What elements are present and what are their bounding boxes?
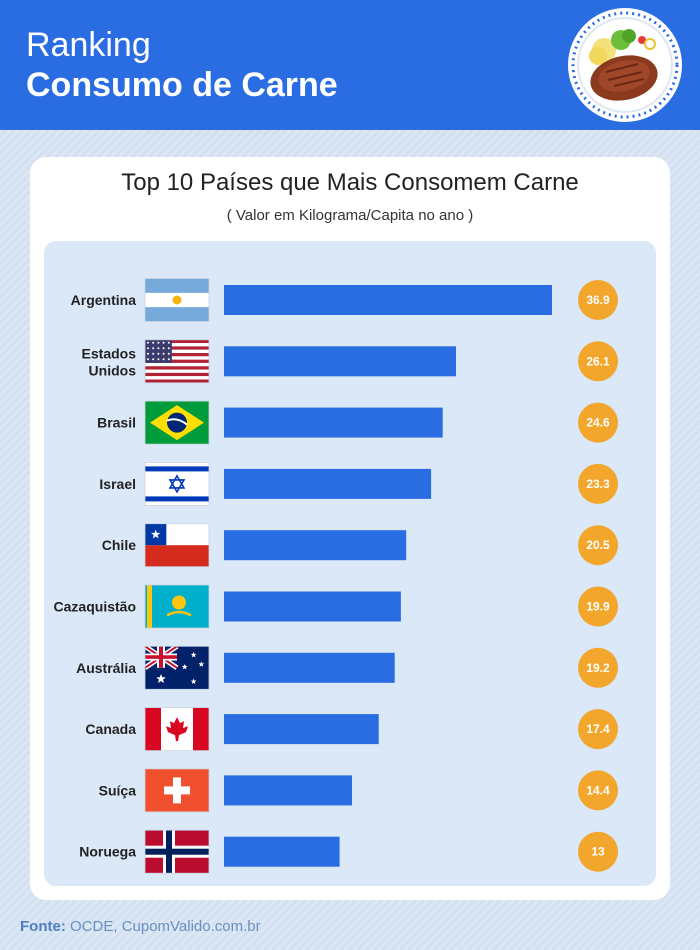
bar-row: Austrália 19.2 <box>76 645 618 690</box>
australia-flag-icon <box>144 645 210 690</box>
header-title-line2: Consumo de Carne <box>26 66 338 104</box>
value-label: 14.4 <box>586 783 610 797</box>
chart-card: Top 10 Países que Mais Consomem Carne ( … <box>30 157 670 900</box>
bar <box>224 652 395 683</box>
switzerland-flag-icon <box>144 768 210 813</box>
value-badge <box>578 341 618 382</box>
category-label: Canada <box>85 721 136 737</box>
source-label: Fonte: <box>20 918 66 935</box>
category-label: Noruega <box>79 844 136 860</box>
bar <box>224 836 340 867</box>
bar-row: Chile 20.5 <box>102 523 618 568</box>
value-badge <box>578 525 618 566</box>
value-label: 36.9 <box>586 293 610 307</box>
bar <box>224 407 443 438</box>
bar <box>224 591 401 622</box>
bar-row: Suíça 14.4 <box>99 768 618 813</box>
value-label: 13 <box>591 845 605 859</box>
bar <box>224 530 407 561</box>
bar-row: Argentina 36.9 <box>71 278 618 322</box>
value-label: 23.3 <box>586 477 610 491</box>
bar-row: Estados Unidos 26.1 <box>82 339 618 384</box>
category-label: Austrália <box>76 660 136 676</box>
value-label: 24.6 <box>586 416 610 430</box>
bar-row: Brasil 24.6 <box>97 400 618 445</box>
value-badge <box>578 831 618 872</box>
category-label: Brasil <box>97 415 136 431</box>
bar <box>224 285 552 315</box>
header-title-line1: Ranking <box>26 26 151 64</box>
category-label: Chile <box>102 537 136 553</box>
page-header: Ranking Consumo de Carne <box>0 0 700 130</box>
chart-subtitle: ( Valor em Kilograma/Capita no ano ) <box>226 207 474 224</box>
value-badge <box>578 770 618 811</box>
value-badge <box>578 647 618 688</box>
bar-chart: Argentina 36.9 Estados Unidos 26.1 Brasil 24.6… <box>54 278 618 874</box>
chart-title: Top 10 Países que Mais Consomem Carne <box>121 169 579 196</box>
category-label: Estados Unidos <box>82 345 137 378</box>
bar-row: Noruega 13 <box>79 829 618 874</box>
category-label: Suíça <box>99 782 137 798</box>
value-badge <box>578 709 618 750</box>
steak-plate-icon <box>568 8 682 122</box>
value-badge <box>578 463 618 504</box>
bar-row: Israel 23.3 <box>99 461 618 506</box>
bar <box>224 714 379 745</box>
value-label: 17.4 <box>586 722 610 736</box>
chart-panel: Argentina 36.9 Estados Unidos 26.1 Brasil 24.6… <box>44 241 656 886</box>
value-badge <box>578 586 618 627</box>
chile-flag-icon <box>144 523 210 568</box>
value-label: 19.2 <box>586 661 610 675</box>
israel-flag-icon <box>144 461 210 506</box>
category-label: Argentina <box>71 292 137 308</box>
value-badge <box>578 402 618 443</box>
usa-flag-icon <box>144 339 210 384</box>
value-label: 20.5 <box>586 538 610 552</box>
value-badge <box>578 280 618 320</box>
source-note: Fonte: OCDE, CupomValido.com.br <box>20 918 261 935</box>
bar <box>224 346 456 377</box>
norway-flag-icon <box>144 829 210 874</box>
brazil-flag-icon <box>144 400 210 445</box>
category-label: Israel <box>99 476 136 492</box>
bar <box>224 468 432 499</box>
bar <box>224 775 352 806</box>
value-label: 19.9 <box>586 600 610 614</box>
bar-row: Cazaquistão 19.9 <box>54 584 618 629</box>
value-label: 26.1 <box>586 354 610 368</box>
bar-row: Canada 17.4 <box>85 707 618 752</box>
source-text: OCDE, CupomValido.com.br <box>70 918 261 935</box>
category-label: Cazaquistão <box>54 599 136 615</box>
argentina-flag-icon <box>144 278 210 322</box>
kazakhstan-flag-icon <box>144 584 210 629</box>
canada-flag-icon <box>144 707 210 752</box>
